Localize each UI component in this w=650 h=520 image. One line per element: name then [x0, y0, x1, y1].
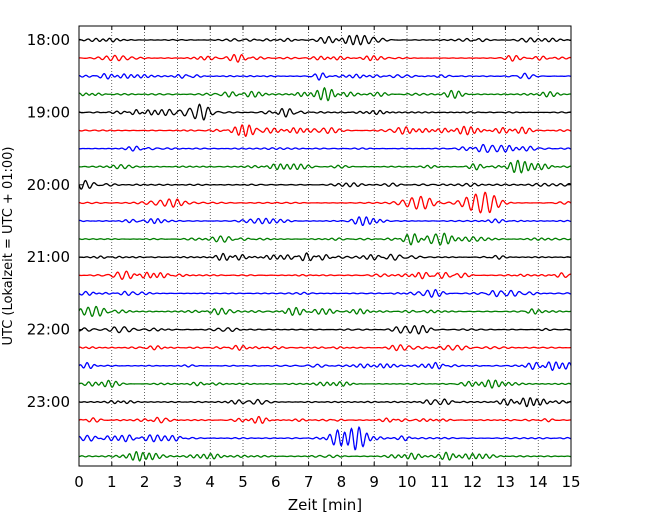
- x-tick-label: 14: [529, 473, 548, 491]
- trace-line: [78, 124, 572, 138]
- trace-line: [78, 361, 572, 372]
- x-tick-label: 10: [397, 473, 416, 491]
- trace-line: [78, 103, 572, 121]
- x-tick-label: 6: [271, 473, 281, 491]
- trace-line: [78, 216, 572, 227]
- x-tick-label: 0: [74, 473, 84, 491]
- trace-line: [78, 159, 572, 174]
- trace-line: [78, 344, 572, 352]
- x-axis-label: Zeit [min]: [288, 496, 362, 514]
- chart-grid: [111, 26, 539, 466]
- x-tick-label: 1: [107, 473, 117, 491]
- trace-line: [78, 191, 572, 214]
- trace-line: [78, 397, 572, 408]
- x-tick-label: 4: [205, 473, 215, 491]
- x-tick-label: 3: [173, 473, 183, 491]
- x-tick-label: 7: [304, 473, 314, 491]
- y-axis-label: UTC (Lokalzeit = UTC + 01:00): [1, 147, 16, 346]
- y-tick-label: 18:00: [27, 31, 70, 49]
- x-tick-label: 8: [337, 473, 347, 491]
- y-tick-label: 20:00: [27, 176, 70, 194]
- trace-line: [78, 34, 572, 46]
- y-tick-label: 19:00: [27, 103, 70, 121]
- trace-line: [78, 143, 572, 154]
- trace-line: [78, 53, 572, 63]
- trace-line: [78, 86, 572, 102]
- x-tick-label: 2: [140, 473, 150, 491]
- plot-frame: [78, 25, 572, 467]
- trace-line: [78, 270, 572, 280]
- trace-line: [78, 232, 572, 246]
- x-tick-label: 11: [430, 473, 449, 491]
- seismogram-traces: [78, 34, 572, 462]
- x-tick-label: 9: [369, 473, 379, 491]
- trace-line: [78, 324, 572, 335]
- trace-line: [78, 179, 572, 190]
- trace-line: [78, 426, 572, 451]
- x-tick-label: 15: [561, 473, 580, 491]
- x-tick-label: 13: [496, 473, 515, 491]
- x-tick-label: 5: [238, 473, 248, 491]
- y-tick-label: 23:00: [27, 393, 70, 411]
- trace-line: [78, 450, 572, 462]
- trace-line: [78, 415, 572, 425]
- y-tick-label: 21:00: [27, 248, 70, 266]
- y-axis-ticks: 18:00 19:00 20:00 21:00 22:00 23:00: [27, 31, 571, 411]
- trace-line: [78, 305, 572, 317]
- trace-line: [78, 252, 572, 262]
- trace-line: [78, 379, 572, 389]
- x-axis-ticks: 0 1 2 3 4 5 6 7 8 9 10 11 12 13 14 15: [74, 26, 581, 491]
- trace-line: [78, 72, 572, 81]
- trace-line: [78, 288, 572, 298]
- y-tick-label: 22:00: [27, 321, 70, 339]
- x-tick-label: 12: [463, 473, 482, 491]
